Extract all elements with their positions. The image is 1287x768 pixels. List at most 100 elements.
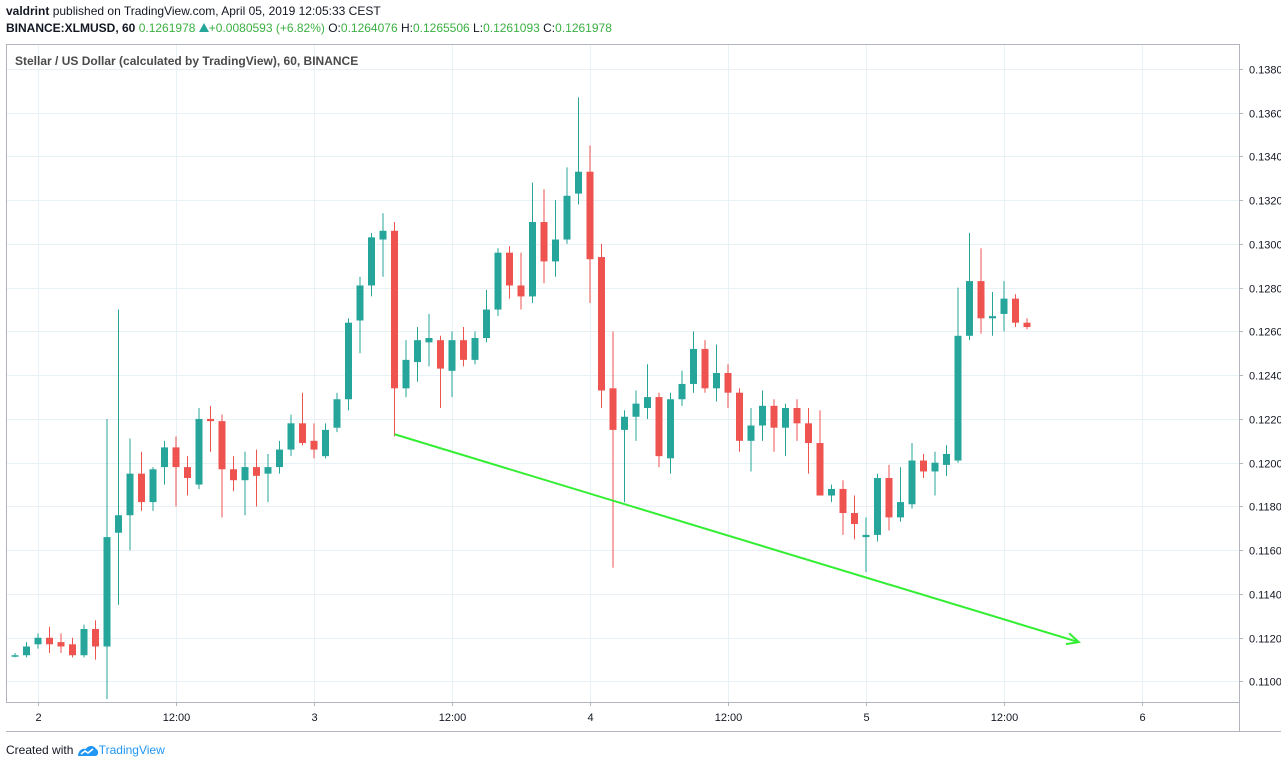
author-name[interactable]: valdrint [6, 4, 50, 18]
time-axis[interactable]: 2 12:00 3 12:00 4 12:00 5 12:00 6 [35, 702, 1146, 724]
candle-body [57, 642, 65, 647]
candle-up [529, 182, 536, 303]
candle-body [632, 403, 640, 417]
candle-up [759, 390, 766, 441]
candle-up [782, 403, 789, 457]
high-value: 0.1265506 [412, 21, 470, 35]
price-tick-label: 0.1200000 [1249, 459, 1281, 471]
candle-down [701, 340, 709, 393]
candle-body [460, 340, 467, 360]
candle-body [218, 421, 226, 470]
candle-down [253, 449, 260, 507]
candle-body [471, 337, 479, 360]
candle-body [862, 534, 870, 538]
candle-body [345, 322, 352, 400]
candle-body [747, 425, 755, 441]
candle-up [897, 467, 904, 522]
candle-body [908, 460, 916, 505]
candle-body [552, 239, 559, 262]
candle-up [322, 423, 329, 459]
tradingview-brand[interactable]: TradingView [98, 743, 165, 757]
arrow-head [1065, 632, 1081, 646]
candle-body [161, 447, 168, 468]
candle-up [575, 97, 582, 205]
chart-header: valdrint published on TradingView.com, A… [6, 3, 1276, 37]
candle-down [517, 252, 525, 310]
candle-up [494, 248, 502, 317]
candle-body [540, 222, 548, 262]
candle-down [839, 480, 847, 535]
candle-body [770, 405, 778, 428]
candle-down [851, 495, 858, 540]
chart-area[interactable]: 0.1100000 0.1120000 0.1140000 0.1160000 0.11… [6, 44, 1281, 732]
candle-body [828, 488, 835, 496]
candle-body [851, 513, 858, 524]
candle-down [598, 243, 605, 409]
candle-down [1023, 318, 1031, 330]
price-tick-label: 0.1240000 [1249, 371, 1281, 383]
candle-body [977, 281, 985, 319]
chart-background [6, 44, 1281, 732]
candle-body [69, 644, 76, 656]
candle-body [448, 340, 456, 371]
candles [11, 97, 1031, 699]
candle-body [138, 473, 145, 503]
candle-body [241, 467, 249, 481]
candle-up [356, 276, 364, 354]
candle-body [494, 252, 502, 310]
candle-body [379, 230, 387, 240]
candle-up [966, 232, 973, 341]
trendline-arrow [394, 433, 1080, 644]
candlestick-chart[interactable]: 0.1100000 0.1120000 0.1140000 0.1160000 0.11… [6, 44, 1281, 732]
close-label: C: [543, 21, 556, 35]
candle-body [793, 408, 801, 424]
price-tick-label: 0.1260000 [1249, 327, 1281, 339]
candle-body [172, 447, 180, 468]
candle-up [908, 443, 916, 509]
candle-body [931, 462, 939, 472]
candle-body [575, 171, 582, 194]
candle-body [816, 443, 824, 496]
candle-body [483, 309, 490, 338]
candle-down [736, 388, 743, 452]
candle-up [115, 309, 122, 605]
candle-body [598, 257, 605, 391]
last-price: 0.1261978 [138, 21, 196, 35]
tradingview-logo-icon [77, 745, 98, 756]
symbol-label: BINANCE:XLMUSD, 60 [6, 21, 136, 35]
candle-up [621, 410, 628, 503]
candle-body [402, 359, 410, 389]
chart-title: Stellar / US Dollar (calculated by Tradi… [15, 54, 358, 68]
candle-up [713, 344, 720, 402]
candle-up [448, 331, 456, 398]
candle-down [184, 456, 191, 496]
time-tick-label: 12:00 [163, 712, 191, 724]
candle-up [333, 392, 341, 433]
candle-down [586, 145, 594, 303]
candle-body [11, 655, 19, 657]
candle-body [368, 237, 375, 286]
time-tick-label: 12:00 [991, 712, 1019, 724]
candle-down [920, 453, 927, 479]
price-axis[interactable]: 0.1100000 0.1120000 0.1140000 0.1160000 0.11… [1239, 65, 1281, 689]
time-tick-label: 2 [35, 712, 41, 724]
candle-body [506, 252, 513, 286]
candle-body [920, 460, 927, 472]
candle-body [839, 488, 847, 514]
publish-line: valdrint published on TradingView.com, A… [6, 3, 1276, 20]
candle-up [425, 313, 433, 367]
candle-down [724, 364, 732, 409]
candle-body [724, 373, 732, 393]
candle-down [138, 451, 145, 511]
created-with-label: Created with [6, 743, 74, 757]
candle-up [483, 289, 490, 343]
candle-up [828, 484, 835, 503]
candle-body [322, 429, 329, 457]
candle-up [989, 292, 996, 336]
time-tick-label: 4 [587, 712, 593, 724]
candle-up [874, 473, 881, 542]
candle-down [506, 246, 513, 299]
published-text: published on TradingView.com, April 05, … [52, 4, 381, 18]
candle-down [816, 410, 824, 496]
candle-up [379, 213, 387, 277]
